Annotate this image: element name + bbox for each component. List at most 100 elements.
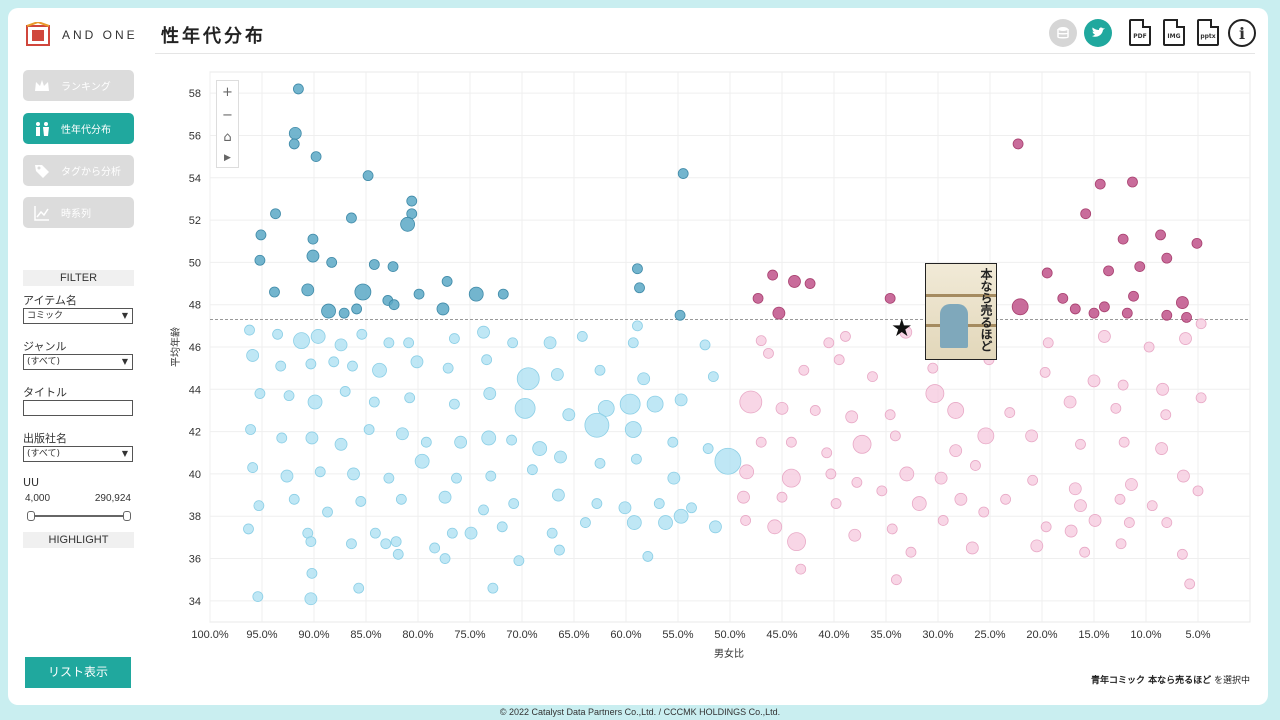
data-point[interactable]: [334, 437, 348, 451]
data-point[interactable]: [1127, 176, 1138, 188]
data-point[interactable]: [270, 208, 281, 220]
data-point[interactable]: [272, 328, 284, 340]
data-point[interactable]: [899, 325, 913, 339]
data-point[interactable]: [591, 498, 603, 509]
data-point[interactable]: [584, 412, 610, 438]
data-point[interactable]: [1192, 485, 1204, 497]
data-point[interactable]: [937, 515, 949, 526]
data-point[interactable]: [1143, 341, 1155, 353]
data-point[interactable]: [420, 436, 432, 448]
data-point[interactable]: [646, 395, 664, 413]
data-point[interactable]: [949, 444, 963, 458]
data-point[interactable]: [436, 302, 450, 316]
data-point[interactable]: [597, 399, 615, 417]
zoom-controls[interactable]: + − ⌂ ▶: [216, 80, 239, 168]
list-view-button[interactable]: リスト表示: [25, 657, 131, 688]
data-point[interactable]: [395, 493, 407, 505]
data-point[interactable]: [301, 283, 315, 297]
data-point[interactable]: [686, 502, 697, 514]
twitter-share-button[interactable]: [1084, 19, 1112, 47]
data-point[interactable]: [1184, 578, 1196, 590]
img-export-button[interactable]: IMG: [1163, 19, 1185, 46]
item-select[interactable]: コミック ▼: [23, 308, 133, 324]
data-point[interactable]: [464, 526, 478, 540]
genre-select[interactable]: (すべて) ▼: [23, 354, 133, 370]
data-point[interactable]: [1064, 524, 1078, 538]
data-point[interactable]: [1098, 330, 1111, 343]
data-point[interactable]: [363, 424, 375, 435]
data-point[interactable]: [699, 339, 711, 351]
data-point[interactable]: [845, 410, 859, 424]
data-point[interactable]: [809, 405, 821, 416]
highlight-section[interactable]: HIGHLIGHT: [23, 532, 134, 548]
data-point[interactable]: [383, 337, 395, 349]
data-point[interactable]: [1027, 474, 1039, 486]
data-point[interactable]: [947, 402, 965, 419]
data-point[interactable]: [442, 362, 454, 374]
data-point[interactable]: [351, 303, 363, 315]
data-point[interactable]: [369, 527, 381, 539]
data-point[interactable]: [1011, 298, 1029, 316]
data-point[interactable]: [328, 356, 340, 368]
data-point[interactable]: [507, 337, 519, 349]
info-button[interactable]: i: [1228, 19, 1256, 47]
data-point[interactable]: [1040, 521, 1052, 533]
data-point[interactable]: [737, 490, 750, 504]
data-point[interactable]: [804, 278, 816, 289]
data-point[interactable]: [1094, 178, 1106, 190]
data-point[interactable]: [739, 464, 755, 480]
data-point[interactable]: [513, 555, 525, 567]
data-point[interactable]: [707, 371, 719, 383]
data-point[interactable]: [532, 441, 548, 456]
data-point[interactable]: [891, 574, 902, 586]
data-point[interactable]: [487, 582, 499, 594]
data-point[interactable]: [395, 427, 409, 441]
data-point[interactable]: [322, 506, 333, 518]
data-point[interactable]: [1041, 267, 1053, 279]
data-point[interactable]: [307, 394, 323, 410]
data-point[interactable]: [477, 325, 490, 339]
data-point[interactable]: [441, 276, 453, 287]
data-point[interactable]: [243, 523, 254, 535]
data-point[interactable]: [446, 527, 458, 539]
data-point[interactable]: [1012, 138, 1024, 150]
data-point[interactable]: [481, 430, 497, 446]
data-point[interactable]: [795, 563, 807, 575]
data-point[interactable]: [305, 536, 317, 548]
data-point[interactable]: [1161, 309, 1173, 321]
data-point[interactable]: [619, 393, 641, 415]
data-point[interactable]: [658, 515, 673, 530]
data-point[interactable]: [637, 372, 651, 386]
data-point[interactable]: [627, 337, 639, 349]
data-point[interactable]: [576, 331, 588, 342]
data-point[interactable]: [739, 390, 763, 414]
data-point[interactable]: [383, 472, 395, 484]
pdf-export-button[interactable]: PDF: [1129, 19, 1151, 46]
data-point[interactable]: [306, 567, 318, 579]
data-point[interactable]: [448, 398, 460, 410]
data-point[interactable]: [884, 409, 896, 421]
data-point[interactable]: [292, 83, 304, 95]
data-point[interactable]: [752, 292, 764, 304]
data-point[interactable]: [755, 436, 767, 448]
data-point[interactable]: [254, 254, 266, 266]
data-point[interactable]: [552, 488, 565, 502]
data-point[interactable]: [775, 401, 789, 415]
data-point[interactable]: [304, 592, 318, 606]
data-point[interactable]: [763, 347, 774, 359]
data-point[interactable]: [388, 299, 400, 311]
data-point[interactable]: [334, 338, 348, 352]
data-point[interactable]: [978, 506, 990, 518]
data-point[interactable]: [368, 259, 380, 270]
data-point[interactable]: [755, 335, 767, 347]
data-point[interactable]: [346, 212, 357, 224]
data-point[interactable]: [483, 387, 497, 400]
data-point[interactable]: [550, 368, 564, 381]
title-input[interactable]: [23, 400, 133, 416]
data-point[interactable]: [497, 288, 509, 300]
data-point[interactable]: [674, 393, 688, 407]
data-point[interactable]: [1121, 307, 1133, 319]
data-point[interactable]: [1087, 374, 1101, 388]
data-point[interactable]: [276, 432, 288, 444]
